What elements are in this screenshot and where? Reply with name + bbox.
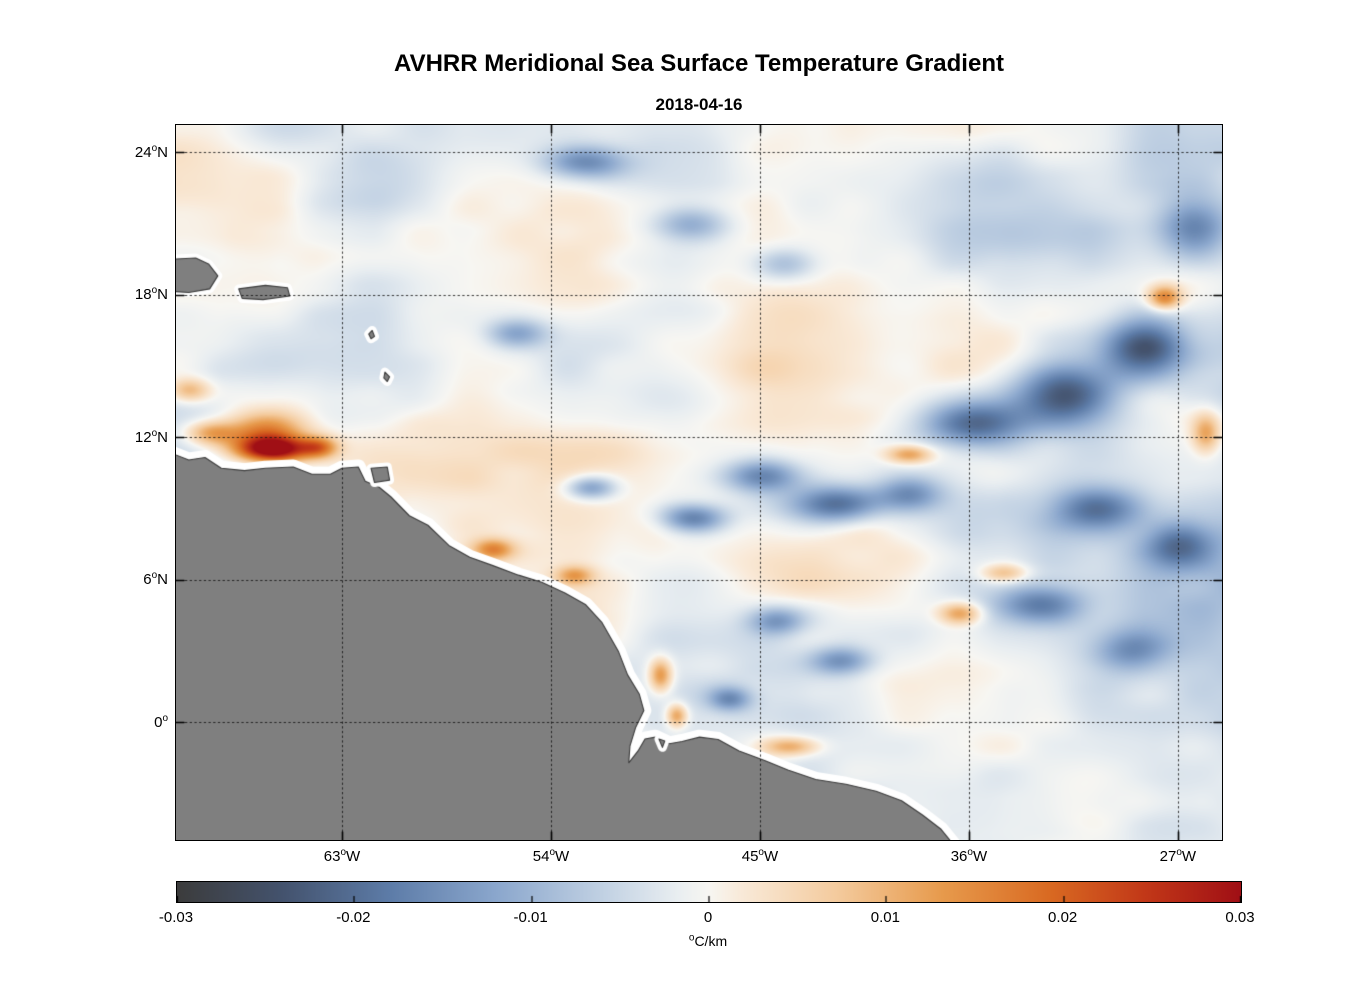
colorbar-tick-label: -0.01	[513, 909, 548, 926]
degree-symbol: o	[688, 932, 695, 944]
colorbar-tick-label: 0.01	[870, 909, 900, 926]
colorbar-unit-label: oC/km	[176, 933, 1240, 949]
colorbar	[176, 881, 1242, 903]
y-tick-label: 18oN	[134, 285, 168, 304]
unit-text: C/km	[694, 933, 728, 949]
x-tick-label: 63oW	[323, 846, 361, 865]
sst-gradient-map-canvas	[176, 125, 1222, 840]
x-tick-label: 45oW	[741, 846, 779, 865]
colorbar-tick-label: -0.02	[336, 909, 371, 926]
y-tick-label: 24oN	[134, 142, 168, 161]
x-tick-label: 36oW	[950, 846, 988, 865]
y-tick-label: 0o	[154, 712, 168, 731]
y-tick-label: 6oN	[143, 570, 168, 589]
colorbar-tick-label: 0.03	[1225, 909, 1255, 926]
y-tick-label: 12oN	[134, 427, 168, 446]
x-tick-label: 27oW	[1159, 846, 1197, 865]
x-tick-label: 54oW	[532, 846, 570, 865]
colorbar-tick-label: -0.03	[158, 909, 194, 926]
chart-subtitle: 2018-04-16	[655, 95, 743, 114]
colorbar-tick-label: 0.02	[1048, 909, 1078, 926]
colorbar-tick-label: 0	[703, 909, 713, 926]
chart-title: AVHRR Meridional Sea Surface Temperature…	[394, 50, 1004, 77]
map-plot-area	[175, 124, 1223, 841]
colorbar-gradient-canvas	[177, 882, 1241, 902]
